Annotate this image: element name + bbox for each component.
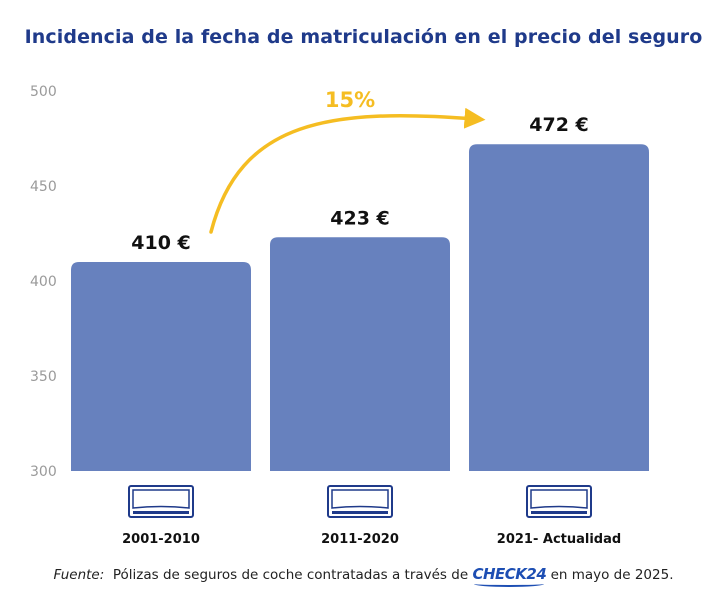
plate-face (530, 489, 588, 509)
growth-annotation: 15% (209, 88, 486, 234)
bar (71, 262, 251, 471)
bars (71, 144, 649, 471)
license-plate-icon (128, 485, 194, 518)
growth-percent-label: 15% (325, 88, 375, 112)
value-label: 472 € (529, 114, 589, 136)
plate-bar (332, 511, 388, 514)
license-plate-icons (128, 485, 592, 518)
category-label: 2011-2020 (321, 532, 399, 547)
source-note: Fuente: Pólizas de seguros de coche cont… (0, 565, 727, 587)
y-tick-label: 500 (30, 84, 57, 100)
plate-bar (133, 511, 189, 514)
y-tick-label: 350 (30, 369, 57, 385)
value-label: 410 € (131, 232, 191, 254)
value-labels: 410 € 423 € 472 € (131, 114, 589, 254)
plate-frame (128, 485, 194, 518)
category-label: 2021- Actualidad (497, 532, 621, 547)
chart-title: Incidencia de la fecha de matriculación … (24, 26, 703, 48)
plate-face (132, 489, 190, 509)
curved-arrow-icon (209, 107, 486, 234)
y-tick-label: 400 (30, 274, 57, 290)
plate-face (331, 489, 389, 509)
value-label: 423 € (330, 207, 390, 229)
y-tick-label: 300 (30, 464, 57, 480)
category-label: 2001-2010 (122, 532, 200, 547)
source-date: en mayo de 2025. (550, 567, 674, 583)
source-text: Pólizas de seguros de coche contratadas … (112, 567, 469, 583)
license-plate-icon (327, 485, 393, 518)
y-axis: 300 350 400 450 500 (30, 84, 57, 480)
plate-frame (327, 485, 393, 518)
bar (469, 144, 649, 471)
plate-bar (531, 511, 587, 514)
y-tick-label: 450 (30, 179, 57, 195)
bar (270, 237, 450, 471)
plate-frame (526, 485, 592, 518)
license-plate-icon (526, 485, 592, 518)
source-label: Fuente: (53, 567, 105, 583)
brand-logo: CHECK24 (472, 565, 547, 587)
category-labels: 2001-2010 2011-2020 2021- Actualidad (122, 532, 621, 547)
